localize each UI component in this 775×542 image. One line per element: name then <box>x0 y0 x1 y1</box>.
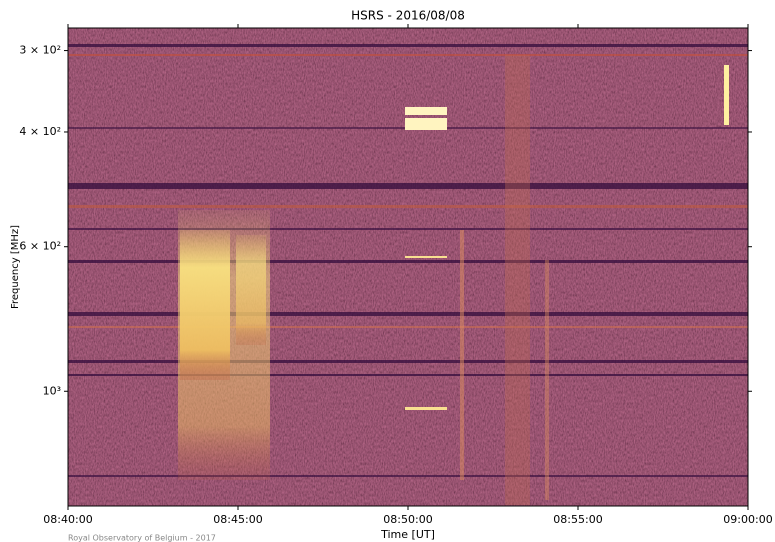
y-axis-label: Frequency [MHz] <box>10 225 21 309</box>
credit: Royal Observatory of Belgium - 2017 <box>68 534 216 542</box>
x-tick-label: 09:00:00 <box>723 513 772 526</box>
y-tick-label: 4 × 10² <box>19 125 61 138</box>
y-tick-label: 6 × 10² <box>19 240 61 253</box>
x-axis-label: Time [UT] <box>380 528 435 541</box>
page: HSRS - 2016/08/08 Time [UT] Frequency [M… <box>0 0 775 542</box>
chart: HSRS - 2016/08/08 Time [UT] Frequency [M… <box>0 0 775 542</box>
x-tick-label: 08:50:00 <box>383 513 432 526</box>
x-tick-label: 08:45:00 <box>213 513 262 526</box>
y-tick-label: 3 × 10² <box>19 44 61 57</box>
y-tick-label: 10³ <box>43 384 61 397</box>
x-tick-label: 08:55:00 <box>553 513 602 526</box>
chart-title: HSRS - 2016/08/08 <box>351 9 465 23</box>
spectrogram-image <box>68 28 748 506</box>
x-tick-label: 08:40:00 <box>43 513 92 526</box>
